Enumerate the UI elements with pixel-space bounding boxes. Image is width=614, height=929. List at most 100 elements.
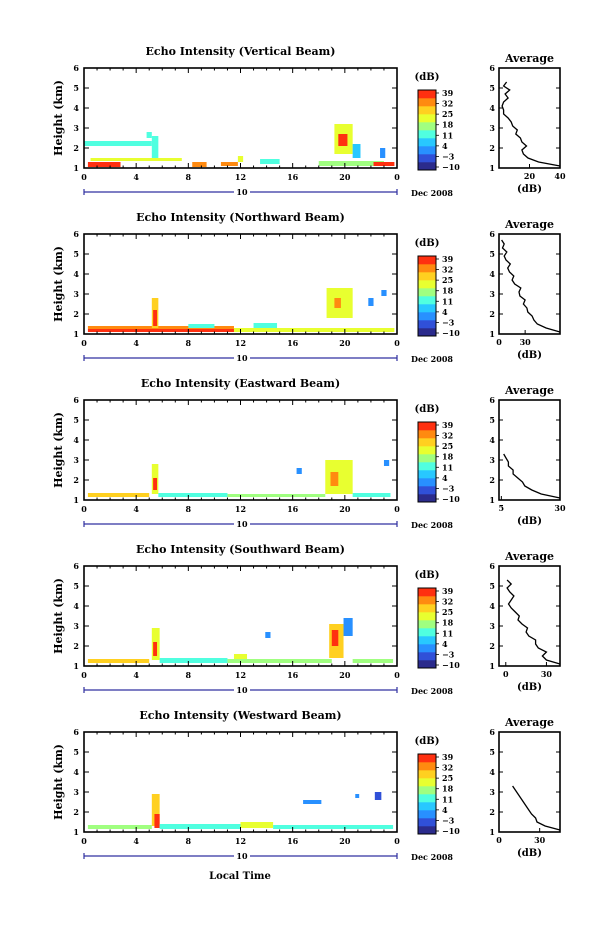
average-y-tick: 3 (489, 289, 495, 299)
colorbar-tick: 18 (442, 120, 454, 130)
panel-2: Echo Intensity (Eastward Beam)0 4 8 12 16 20 0… (52, 377, 566, 530)
colorbar-swatch (418, 256, 436, 265)
average-y-tick: 3 (489, 455, 495, 465)
colorbar-tick: −10 (442, 826, 460, 836)
y-tick-label: 4 (73, 601, 79, 611)
colorbar-tick: 11 (442, 462, 453, 472)
echo-cell (220, 162, 238, 166)
colorbar-tick: 39 (442, 420, 454, 430)
echo-cell (303, 800, 322, 804)
colorbar-tick: 39 (442, 254, 454, 264)
average-y-tick: 2 (489, 475, 495, 485)
echo-cell (87, 493, 150, 497)
panel-3: Echo Intensity (Southward Beam)0 4 8 12 16 20… (52, 543, 561, 696)
date-label: Dec 2008 (411, 852, 453, 862)
x-tick-label: 8 (186, 338, 192, 348)
y-axis-label: Height (km) (52, 246, 65, 322)
y-tick-label: 6 (73, 229, 79, 239)
colorbar-tick: 4 (442, 307, 448, 317)
average-x-tick: 0 (496, 337, 502, 347)
average-y-tick: 5 (489, 415, 495, 425)
echo-cell (383, 460, 390, 466)
average-y-tick: 3 (489, 621, 495, 631)
average-y-tick: 4 (489, 435, 495, 445)
y-tick-label: 2 (73, 475, 79, 485)
colorbar-swatch (418, 762, 436, 771)
day-label: 10 (236, 851, 248, 861)
colorbar-tick: 25 (442, 275, 453, 285)
average-y-tick: 4 (489, 103, 495, 113)
average-y-tick: 5 (489, 249, 495, 259)
echo-cell (159, 824, 241, 829)
y-axis-label: Height (km) (52, 744, 65, 820)
colorbar-swatch (418, 462, 436, 471)
colorbar-tick: 4 (442, 141, 448, 151)
echo-cell (338, 134, 348, 146)
average-x-label: (dB) (517, 516, 542, 527)
colorbar-swatch (418, 154, 436, 163)
x-tick-label: 8 (186, 172, 192, 182)
x-tick-label: 4 (133, 504, 139, 514)
echo-cell (368, 298, 374, 306)
echo-cell (87, 162, 121, 167)
average-y-tick: 6 (489, 395, 495, 405)
x-tick-label: 4 (133, 836, 139, 846)
date-label: Dec 2008 (411, 520, 453, 530)
average-x-tick: 30 (534, 835, 546, 845)
echo-cell (90, 158, 182, 161)
average-x-tick: 20 (524, 171, 536, 181)
echo-cell (153, 642, 158, 656)
colorbar-swatch (418, 430, 436, 439)
y-tick-label: 5 (73, 83, 79, 93)
colorbar-tick: 11 (442, 296, 453, 306)
average-x-tick: 30 (541, 669, 553, 679)
average-frame (498, 565, 561, 667)
average-x-tick: 0 (503, 669, 509, 679)
y-tick-label: 2 (73, 641, 79, 651)
average-x-label: (dB) (517, 848, 542, 859)
x-tick-label: 8 (186, 836, 192, 846)
y-tick-label: 4 (73, 435, 79, 445)
average-y-tick: 4 (489, 601, 495, 611)
panel-4: Echo Intensity (Westward Beam)0 4 8 12 16 20 0… (52, 709, 561, 862)
colorbar-tick: 32 (442, 99, 453, 109)
colorbar-swatch (418, 304, 436, 313)
x-tick-label: 20 (339, 172, 351, 182)
x-tick-label: 0 (81, 670, 87, 680)
average-y-tick: 1 (489, 661, 495, 671)
colorbar-swatch (418, 612, 436, 621)
x-tick-label: 20 (339, 338, 351, 348)
colorbar-tick: 32 (442, 265, 453, 275)
y-tick-label: 2 (73, 309, 79, 319)
y-tick-label: 6 (73, 727, 79, 737)
colorbar-swatch (418, 810, 436, 819)
plot-frame (83, 565, 398, 667)
colorbar-swatch (418, 786, 436, 795)
echo-cell (87, 659, 150, 663)
y-tick-label: 4 (73, 269, 79, 279)
average-profile-line (501, 239, 561, 333)
colorbar-swatch (418, 312, 436, 321)
colorbar-swatch (418, 264, 436, 273)
y-tick-label: 3 (73, 621, 79, 631)
average-frame (498, 233, 561, 335)
echo-cell (330, 472, 339, 486)
average-y-tick: 6 (489, 561, 495, 571)
colorbar-tick: −3 (442, 317, 455, 327)
colorbar-swatch (418, 826, 436, 835)
y-tick-label: 6 (73, 395, 79, 405)
colorbar-swatch (418, 114, 436, 123)
average-x-label: (dB) (517, 350, 542, 361)
average-y-tick: 5 (489, 83, 495, 93)
colorbar-tick: 11 (442, 794, 453, 804)
day-label: 10 (236, 519, 248, 529)
colorbar-tick: −3 (442, 815, 455, 825)
colorbar-swatch (418, 106, 436, 115)
echo-cell (318, 161, 384, 166)
average-title: Average (504, 550, 554, 563)
y-axis-label: Height (km) (52, 412, 65, 488)
colorbar-tick: 39 (442, 586, 454, 596)
x-tick-label: 4 (133, 172, 139, 182)
colorbar-tick: 18 (442, 784, 454, 794)
colorbar-swatch (418, 296, 436, 305)
